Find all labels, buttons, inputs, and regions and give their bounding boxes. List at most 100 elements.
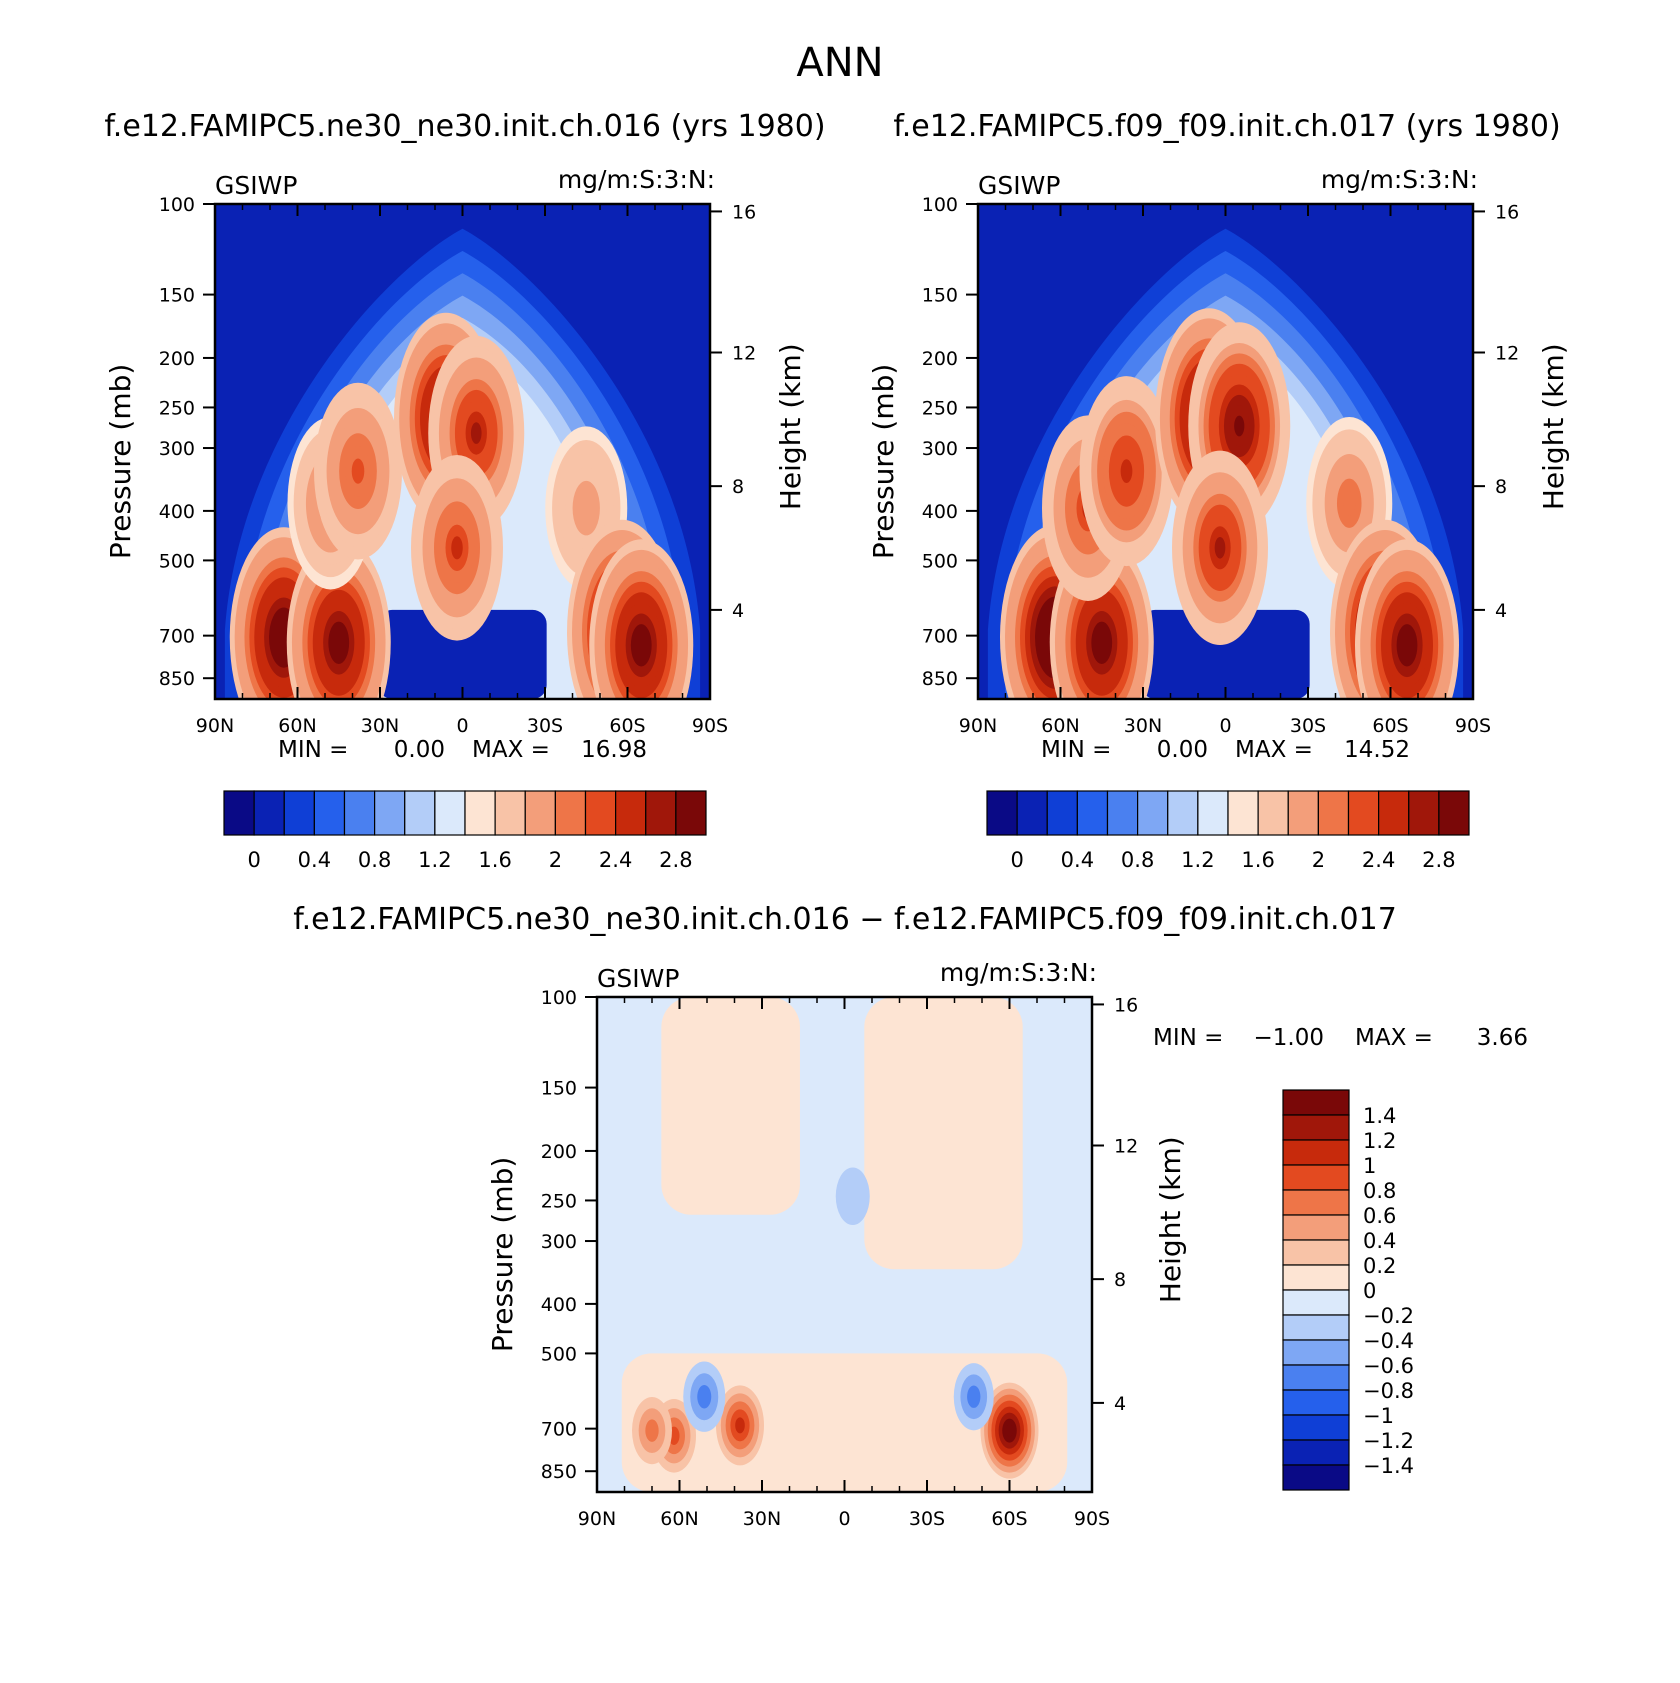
y-tick-label: 700 bbox=[541, 1419, 577, 1441]
x-tick-label: 30S bbox=[909, 1508, 945, 1530]
colorbar-swatch bbox=[524, 790, 556, 836]
y-tick-label: 400 bbox=[541, 1294, 577, 1316]
colorbar-swatch bbox=[1257, 790, 1289, 836]
y-tick-label: 100 bbox=[541, 987, 577, 1009]
colorbar-swatch bbox=[1317, 790, 1350, 836]
colorbar-swatch bbox=[645, 790, 677, 836]
colorbar-swatch bbox=[1287, 790, 1319, 836]
y-tick-label: 300 bbox=[159, 438, 195, 460]
colorbar-label: 0.8 bbox=[1363, 1179, 1396, 1203]
field-feature-1 bbox=[333, 632, 344, 654]
y-tick-label: 300 bbox=[541, 1231, 577, 1253]
field-feature-3 bbox=[1120, 459, 1133, 483]
colorbar-label: 0.4 bbox=[298, 848, 331, 872]
panel2-colorbar: 0 0.4 0.8 1.2 1.6 2 2.4 2.8 bbox=[986, 790, 1470, 872]
y-tick-label: 850 bbox=[922, 668, 958, 690]
colorbar-label: 1.6 bbox=[1241, 848, 1274, 872]
panel1-units-label: mg/m:S:3:N: bbox=[558, 165, 715, 194]
colorbar-swatch bbox=[1408, 790, 1440, 836]
colorbar-label: 2.4 bbox=[1362, 848, 1395, 872]
colorbar-swatch bbox=[1282, 1264, 1350, 1291]
y-tick-label: 300 bbox=[922, 438, 958, 460]
panel2-max-value: 14.52 bbox=[1344, 737, 1410, 763]
colorbar-swatch bbox=[1282, 1414, 1350, 1441]
panel1-title: f.e12.FAMIPC5.ne30_ne30.init.ch.016 (yrs… bbox=[104, 109, 825, 144]
y-axis-title: Pressure (mb) bbox=[486, 1157, 519, 1352]
colorbar-label: 1.4 bbox=[1363, 1104, 1396, 1128]
y-tick-label: 200 bbox=[922, 348, 958, 370]
y-tick-label: 850 bbox=[541, 1461, 577, 1483]
colorbar-label: 1 bbox=[1363, 1154, 1376, 1178]
colorbar-label: 2.4 bbox=[599, 848, 632, 872]
colorbar-label: 2.8 bbox=[659, 848, 692, 872]
panel2-max-label: MAX = bbox=[1235, 737, 1313, 763]
colorbar-swatch bbox=[1197, 790, 1229, 836]
colorbar-swatch bbox=[1282, 1314, 1350, 1341]
y2-tick-label: 8 bbox=[1114, 1269, 1126, 1291]
colorbar-label: 1.2 bbox=[418, 848, 451, 872]
y-tick-label: 150 bbox=[541, 1078, 577, 1100]
y-tick-label: 150 bbox=[159, 285, 195, 307]
colorbar-label: −0.6 bbox=[1363, 1354, 1414, 1378]
x-tick-label: 90N bbox=[578, 1508, 616, 1530]
colorbar-swatch bbox=[615, 790, 647, 836]
x-tick-label: 60N bbox=[278, 715, 316, 737]
y2-tick-label: 4 bbox=[732, 600, 744, 622]
colorbar-label: 2 bbox=[1312, 848, 1325, 872]
colorbar-label: −1.2 bbox=[1363, 1429, 1414, 1453]
y-tick-label: 200 bbox=[159, 348, 195, 370]
field-feature-3 bbox=[645, 1419, 659, 1442]
field-band bbox=[1141, 609, 1310, 699]
x-tick-label: 30N bbox=[1124, 715, 1162, 737]
y-tick-label: 250 bbox=[922, 397, 958, 419]
panel2-field-label: GSIWP bbox=[978, 171, 1060, 200]
field-feature-3 bbox=[351, 458, 365, 484]
field-feature-5 bbox=[470, 422, 482, 444]
panel1-min-label: MIN = bbox=[278, 737, 348, 763]
field-feature-5 bbox=[967, 1385, 981, 1408]
field-feature-4 bbox=[697, 1384, 712, 1409]
x-tick-label: 90S bbox=[692, 715, 728, 737]
y-tick-label: 700 bbox=[922, 626, 958, 648]
panel1-max-value: 16.98 bbox=[581, 737, 647, 763]
panel3-units-label: mg/m:S:3:N: bbox=[940, 958, 1097, 987]
y2-tick-label: 16 bbox=[732, 201, 756, 223]
colorbar-swatch bbox=[1282, 1214, 1350, 1241]
colorbar-label: 2.8 bbox=[1422, 848, 1455, 872]
colorbar-swatch bbox=[1282, 1239, 1350, 1266]
x-tick-label: 30S bbox=[527, 715, 563, 737]
y-axis-title: Pressure (mb) bbox=[104, 364, 137, 559]
y-tick-label: 500 bbox=[159, 550, 195, 572]
field-band bbox=[378, 609, 547, 699]
panel3-colorbar: 1.41.210.80.60.40.20−0.2−0.4−0.6−0.8−1−1… bbox=[1282, 1089, 1414, 1491]
colorbar-swatch bbox=[223, 790, 255, 836]
x-tick-label: 60S bbox=[991, 1508, 1027, 1530]
colorbar-swatch bbox=[253, 790, 285, 836]
colorbar-swatch bbox=[1347, 790, 1380, 836]
y-tick-label: 500 bbox=[541, 1343, 577, 1365]
colorbar-swatch bbox=[1282, 1189, 1350, 1216]
panel3-chart: f.e12.FAMIPC5.ne30_ne30.init.ch.016 − f.… bbox=[293, 902, 1528, 1530]
colorbar-swatch bbox=[1282, 1464, 1350, 1491]
x-tick-label: 60N bbox=[660, 1508, 698, 1530]
colorbar-swatch bbox=[1282, 1439, 1350, 1466]
panel2-units-label: mg/m:S:3:N: bbox=[1321, 165, 1478, 194]
y2-tick-label: 16 bbox=[1495, 201, 1519, 223]
y-tick-label: 850 bbox=[159, 668, 195, 690]
x-tick-label: 90N bbox=[196, 715, 234, 737]
panel1-contour-field bbox=[215, 204, 710, 699]
y2-axis-title: Height (km) bbox=[1537, 343, 1570, 510]
colorbar-label: −0.8 bbox=[1363, 1379, 1414, 1403]
y-tick-label: 700 bbox=[159, 626, 195, 648]
x-tick-label: 60S bbox=[1372, 715, 1408, 737]
y-tick-label: 100 bbox=[159, 194, 195, 216]
colorbar-label: 0 bbox=[247, 848, 260, 872]
colorbar-label: 1.6 bbox=[478, 848, 511, 872]
colorbar-label: 0.2 bbox=[1363, 1254, 1396, 1278]
y-tick-label: 150 bbox=[922, 285, 958, 307]
colorbar-label: 0 bbox=[1010, 848, 1023, 872]
panel3-contour-field bbox=[597, 997, 1092, 1492]
field-feature-1 bbox=[735, 1417, 745, 1434]
y-tick-label: 400 bbox=[159, 501, 195, 523]
